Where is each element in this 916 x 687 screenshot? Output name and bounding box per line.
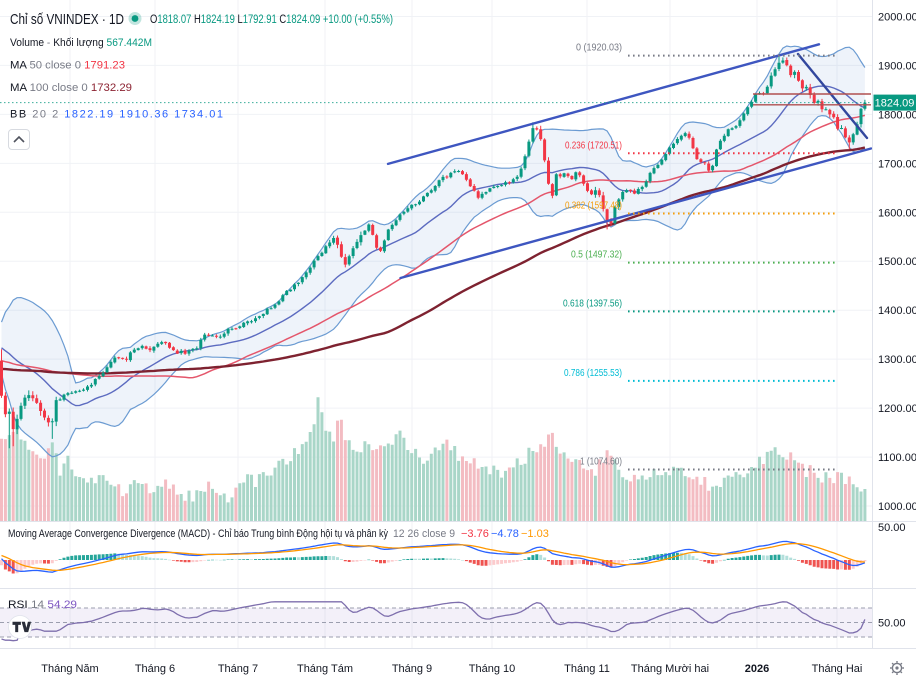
svg-text:1800.00: 1800.00 <box>878 109 916 121</box>
svg-text:1500.00: 1500.00 <box>878 256 916 268</box>
svg-text:BB 20 2 1822.19 1910.36 1734.: BB 20 2 1822.19 1910.36 1734.01 <box>10 109 223 121</box>
svg-text:0.5 (1497.32): 0.5 (1497.32) <box>571 250 622 261</box>
svg-text:RSI 14 54.29: RSI 14 54.29 <box>8 599 77 611</box>
svg-text:MA 50 close 0 1791.23: MA 50 close 0 1791.23 <box>10 60 125 72</box>
svg-text:Tháng 6: Tháng 6 <box>135 663 175 675</box>
svg-text:50.00: 50.00 <box>878 618 906 630</box>
svg-text:1300.00: 1300.00 <box>878 354 916 366</box>
svg-text:50.00: 50.00 <box>878 522 906 534</box>
svg-text:−1.03: −1.03 <box>521 528 549 540</box>
svg-text:Moving Average Convergence Div: Moving Average Convergence Divergence (M… <box>8 528 388 540</box>
svg-text:Tháng Tám: Tháng Tám <box>297 663 353 675</box>
svg-text:1824.09: 1824.09 <box>875 98 915 110</box>
svg-text:2000.00: 2000.00 <box>878 12 916 24</box>
svg-text:Tháng Năm: Tháng Năm <box>41 663 98 675</box>
svg-text:Volume - Khối lượng 567.442M: Volume - Khối lượng 567.442M <box>10 37 152 49</box>
svg-text:1 (1074.60): 1 (1074.60) <box>580 457 622 468</box>
svg-text:Tháng 9: Tháng 9 <box>392 663 432 675</box>
svg-text:0.786 (1255.53): 0.786 (1255.53) <box>564 368 622 379</box>
svg-text:1400.00: 1400.00 <box>878 305 916 317</box>
svg-text:Tháng Mười hai: Tháng Mười hai <box>631 663 709 675</box>
svg-text:O1818.07 H1824.19 L1792.91 C18: O1818.07 H1824.19 L1792.91 C1824.09 +10.… <box>150 14 393 26</box>
svg-text:0.382 (1597.48): 0.382 (1597.48) <box>565 201 622 212</box>
svg-text:Chỉ số VNINDEX · 1D: Chỉ số VNINDEX · 1D <box>10 11 124 28</box>
svg-text:−4.78: −4.78 <box>491 528 519 540</box>
svg-text:Tháng 10: Tháng 10 <box>469 663 515 675</box>
svg-text:Tháng Hai: Tháng Hai <box>812 663 863 675</box>
svg-text:−3.76: −3.76 <box>461 528 489 540</box>
svg-text:1000.00: 1000.00 <box>878 501 916 513</box>
svg-text:0.618 (1397.56): 0.618 (1397.56) <box>563 298 622 309</box>
svg-text:2026: 2026 <box>745 663 769 675</box>
svg-text:1200.00: 1200.00 <box>878 403 916 415</box>
svg-text:1700.00: 1700.00 <box>878 158 916 170</box>
svg-text:0 (1920.03): 0 (1920.03) <box>576 43 622 54</box>
svg-text:1900.00: 1900.00 <box>878 60 916 72</box>
svg-text:Tháng 11: Tháng 11 <box>564 663 610 675</box>
svg-text:MA 100 close 0 1732.29: MA 100 close 0 1732.29 <box>10 82 132 94</box>
svg-text:Tháng 7: Tháng 7 <box>218 663 258 675</box>
svg-text:1600.00: 1600.00 <box>878 207 916 219</box>
svg-text:12 26 close 9: 12 26 close 9 <box>393 528 455 540</box>
svg-text:1100.00: 1100.00 <box>878 452 916 464</box>
svg-text:0.236 (1720.51): 0.236 (1720.51) <box>565 140 622 151</box>
